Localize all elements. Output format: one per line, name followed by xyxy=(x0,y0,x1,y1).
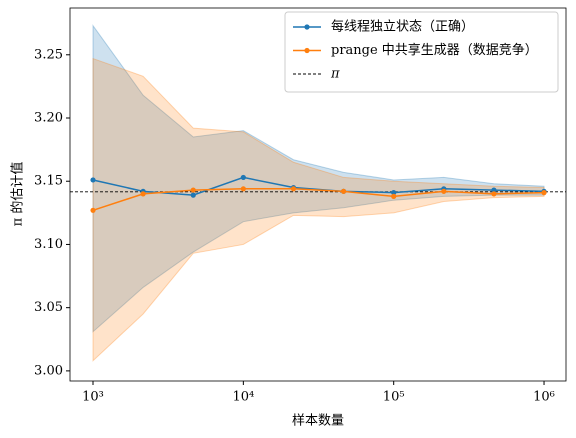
y-tick-label: 3.05 xyxy=(34,300,63,315)
legend-marker xyxy=(304,24,310,30)
legend-label: π xyxy=(330,67,340,82)
data-point xyxy=(491,187,497,193)
legend-label: prange 中共享生成器（数据竞争） xyxy=(331,42,538,58)
x-tick-label: 10⁵ xyxy=(383,390,405,405)
legend-marker xyxy=(304,47,310,54)
data-point xyxy=(541,190,547,196)
plot-frame xyxy=(69,7,567,382)
data-point xyxy=(90,177,96,183)
y-axis-label: π 的估计值 xyxy=(10,162,26,227)
data-point xyxy=(190,187,196,193)
data-point xyxy=(190,192,196,198)
data-point xyxy=(340,188,347,194)
x-tick-label: 10³ xyxy=(82,390,104,405)
data-point xyxy=(90,207,96,213)
legend-box xyxy=(284,11,559,93)
confidence-band xyxy=(92,57,545,362)
data-point xyxy=(441,188,447,194)
x-axis-label: 样本数量 xyxy=(292,414,344,429)
x-tick-label: 10⁶ xyxy=(533,390,555,405)
data-point xyxy=(290,186,297,192)
series-line xyxy=(92,188,545,212)
legend-label: 每线程独立状态（正确） xyxy=(331,19,474,35)
x-tick-label: 10⁴ xyxy=(232,390,254,405)
data-point xyxy=(491,191,497,197)
data-point xyxy=(391,193,397,199)
data-point xyxy=(240,174,246,181)
legend: 每线程独立状态（正确） prange 中共享生成器（数据竞争） π xyxy=(284,11,559,93)
y-tick-label: 3.15 xyxy=(34,174,63,189)
y-tick-label: 3.10 xyxy=(34,237,63,252)
y-tick-label: 3.25 xyxy=(34,47,63,62)
data-point xyxy=(240,186,246,192)
y-tick-label: 3.20 xyxy=(34,111,63,126)
data-point xyxy=(391,190,397,196)
y-tick-label: 3.00 xyxy=(34,363,63,378)
data-point xyxy=(140,191,146,197)
